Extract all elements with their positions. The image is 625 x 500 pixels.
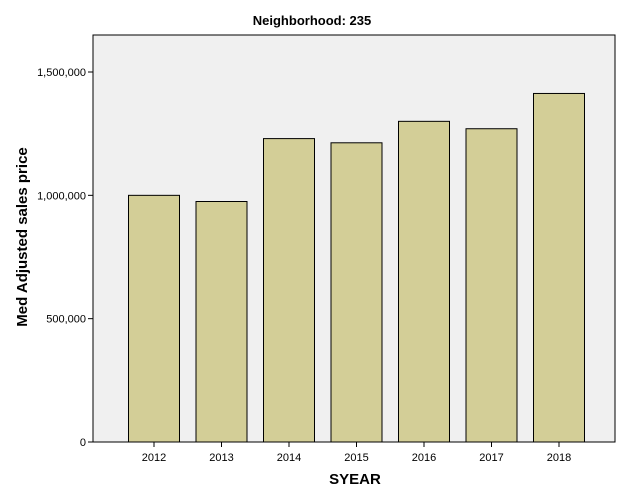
- y-axis: 0 500,000 1,000,000 1,500,000: [37, 67, 93, 449]
- x-tick-label: 2012: [142, 452, 166, 464]
- x-tick-label: 2017: [479, 452, 503, 464]
- x-axis: 2012 2013 2014 2015 2016 2017 2018: [142, 442, 571, 464]
- x-tick-label: 2016: [412, 452, 436, 464]
- y-tick-label: 1,500,000: [37, 67, 86, 79]
- y-tick-label: 500,000: [46, 314, 86, 326]
- y-tick-label: 0: [80, 437, 86, 449]
- bar-2013: [195, 201, 248, 443]
- x-tick-label: 2013: [209, 452, 233, 464]
- chart-title: Neighborhood: 235: [253, 13, 371, 28]
- bar-2014: [263, 138, 315, 443]
- y-axis-label: Med Adjusted sales price: [14, 147, 31, 327]
- bars-group: [128, 92, 585, 443]
- x-tick-label: 2018: [547, 452, 571, 464]
- bar-2015: [330, 142, 383, 443]
- bar-2017: [465, 128, 518, 443]
- x-tick-label: 2015: [344, 452, 368, 464]
- x-axis-label: SYEAR: [329, 471, 381, 488]
- bar-2018: [533, 92, 585, 443]
- x-tick-label: 2014: [277, 452, 301, 464]
- bar-2016: [398, 120, 450, 443]
- bar-2012: [128, 194, 180, 443]
- y-tick-label: 1,000,000: [37, 190, 86, 202]
